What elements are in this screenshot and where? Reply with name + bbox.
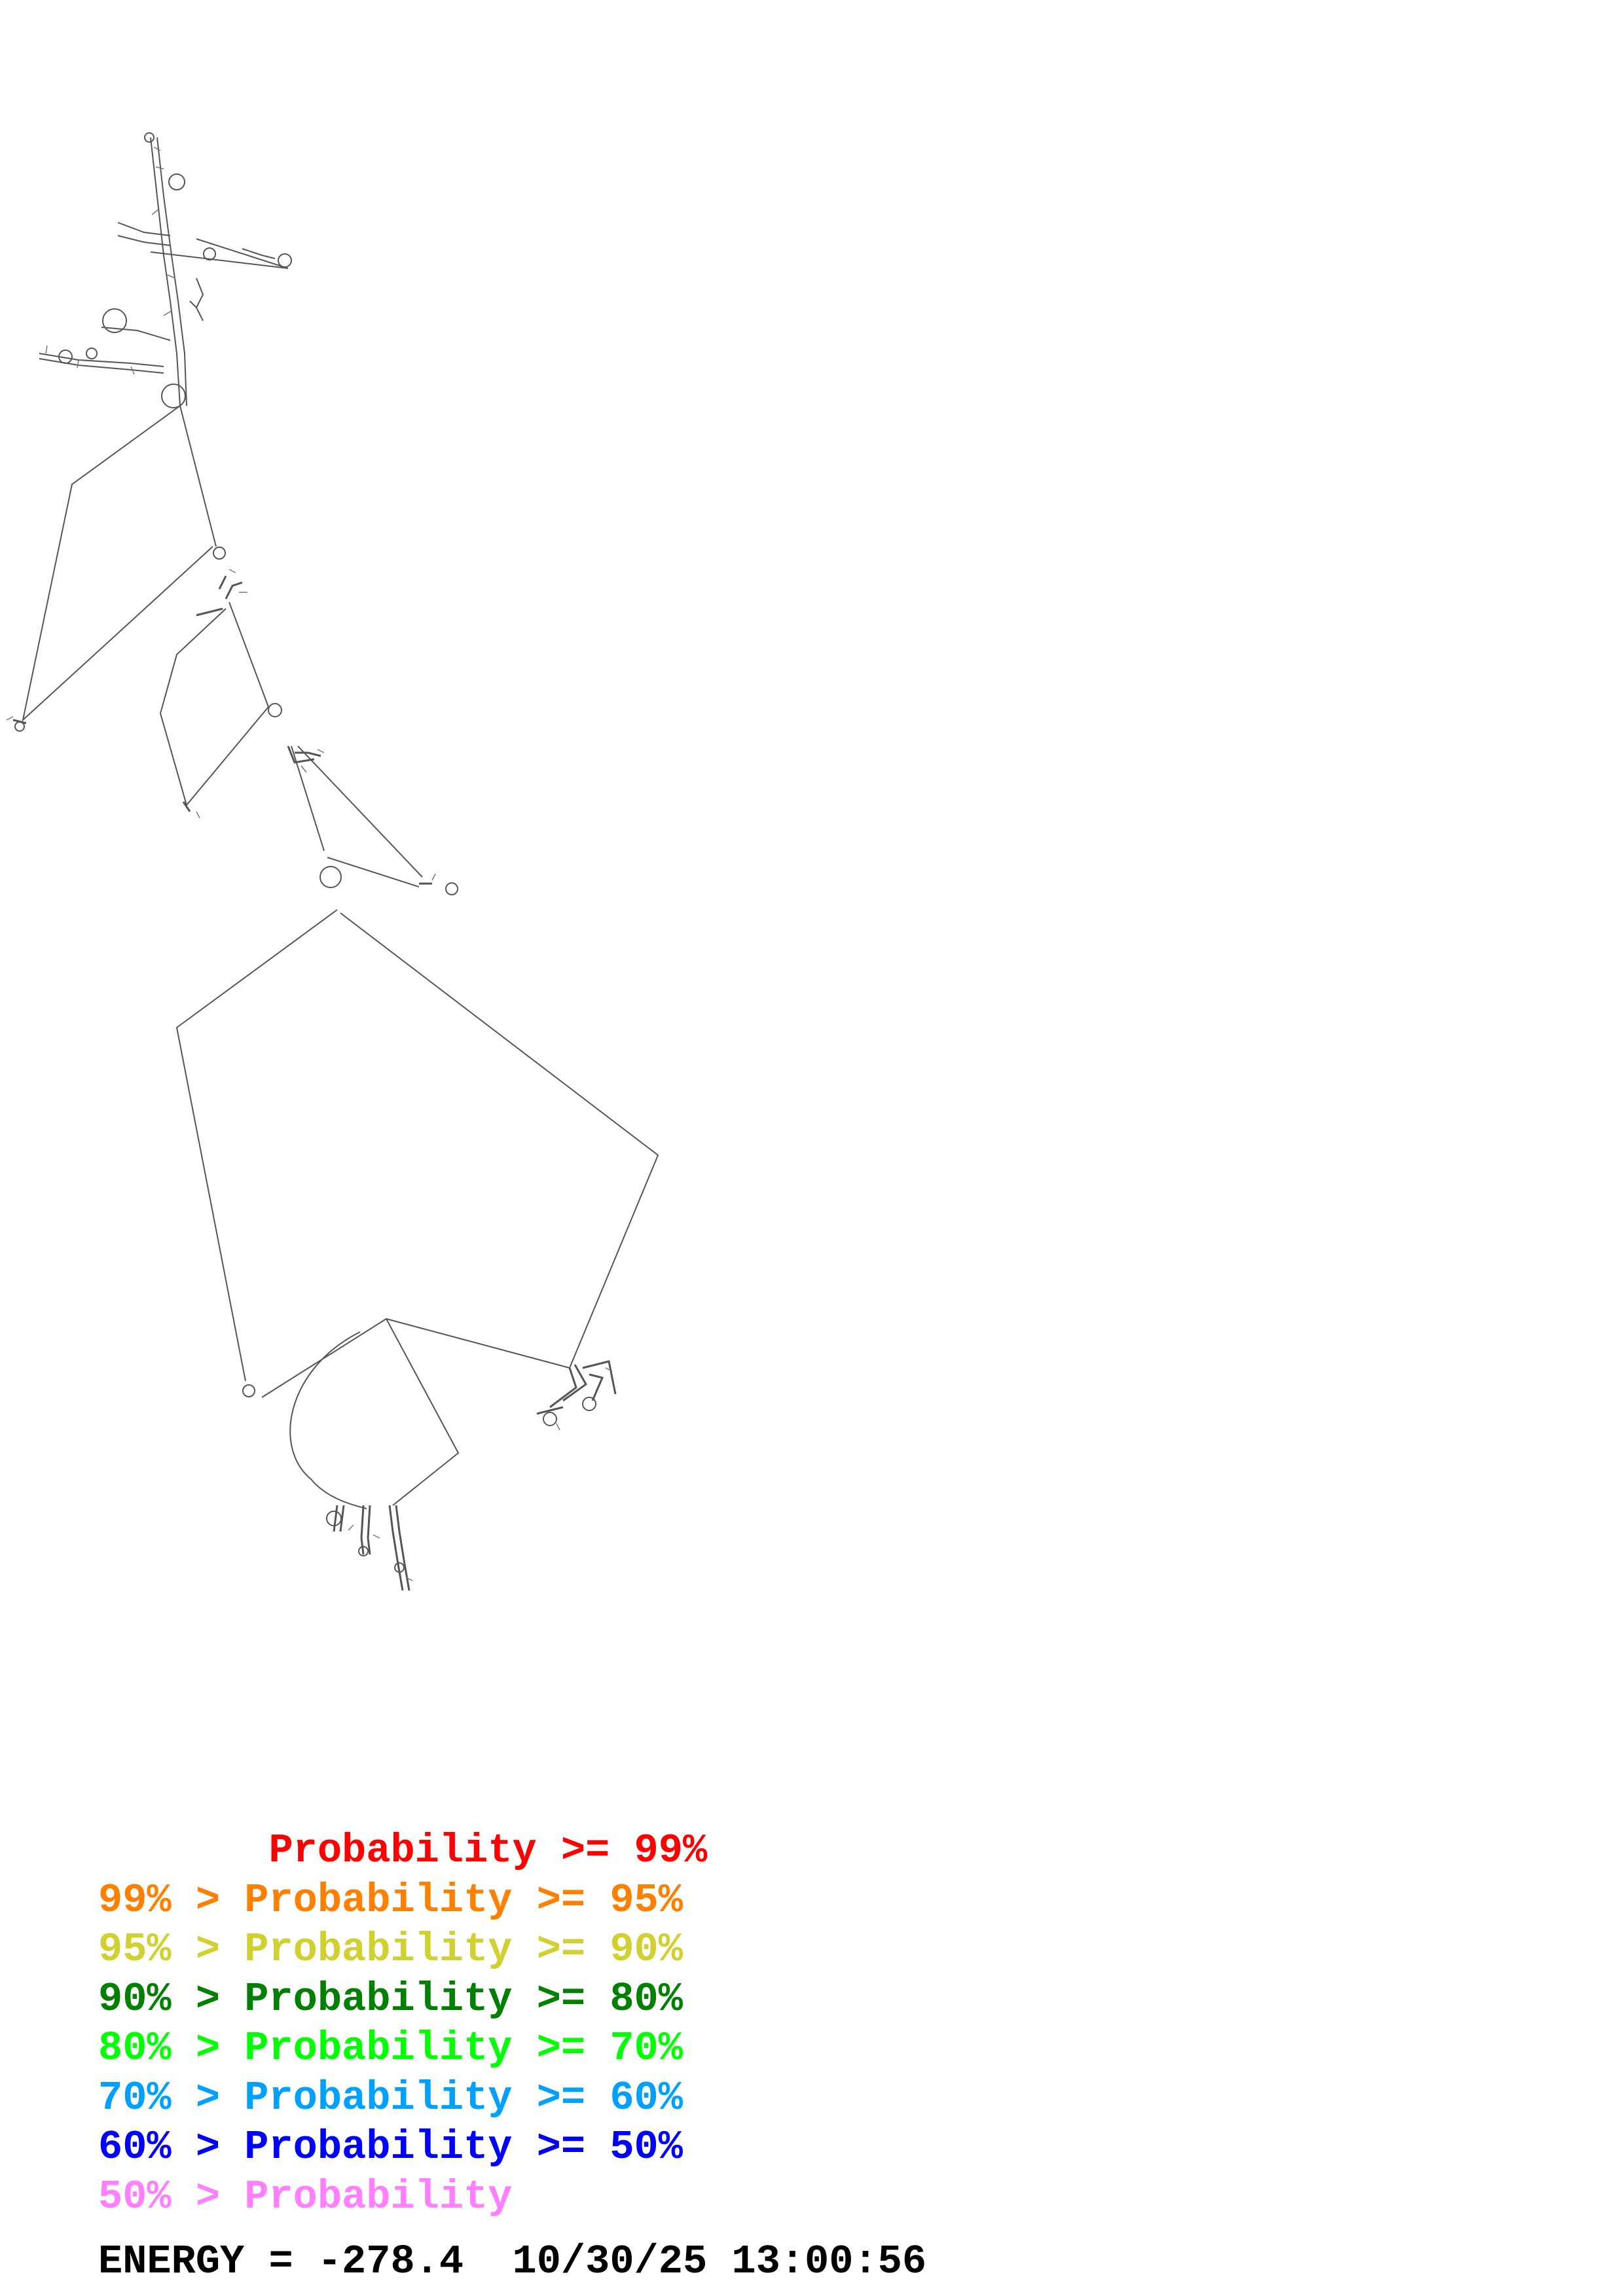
nucleotide-tick (556, 1423, 560, 1431)
legend-entry-70: 80% > Probability >= 70% (98, 2025, 683, 2072)
backbone-segment (39, 353, 164, 367)
legend-entry-below-50: 50% > Probability (98, 2173, 513, 2220)
multi-loop (319, 866, 342, 888)
nucleotide-tick (431, 873, 436, 881)
helix-stem (536, 1406, 564, 1415)
helix-stem (562, 1364, 587, 1402)
backbone-segment (22, 405, 213, 722)
backbone-segment (327, 857, 420, 888)
backbone-segment (179, 405, 217, 547)
hairpin-loop (268, 703, 282, 717)
hairpin-loop (242, 1384, 255, 1397)
legend-entry-99: Probability >= 99% (98, 1827, 708, 1874)
backbone-segment (196, 278, 204, 308)
backbone-segment (150, 238, 289, 269)
nucleotide-tick (605, 1367, 613, 1372)
helix-stem (196, 607, 223, 617)
nucleotide-tick (6, 716, 14, 721)
backbone-segment (289, 1331, 367, 1509)
hairpin-loop (102, 308, 127, 333)
nucleotide-tick (45, 345, 48, 354)
backbone-segment (189, 300, 204, 321)
hairpin-loop (278, 253, 292, 268)
helix-stem (295, 751, 321, 757)
helix-stem (367, 1505, 371, 1555)
backbone-segment (101, 327, 171, 341)
hairpin-loop (582, 1397, 596, 1411)
multi-loop (161, 384, 186, 408)
helix-stem (218, 575, 227, 590)
nucleotide-tick (151, 209, 159, 215)
energy-footer: ENERGY = -278.4 10/30/25 13:00:56 (98, 2238, 926, 2285)
nucleotide-tick (373, 1534, 380, 1539)
nucleotide-tick (163, 310, 172, 316)
backbone-segment (117, 222, 171, 236)
helix-stem (582, 1360, 617, 1395)
helix-stem (360, 1505, 365, 1555)
backbone-segment (261, 1318, 570, 1398)
hairpin-loop (58, 350, 73, 364)
legend-entry-60: 70% > Probability >= 60% (98, 2074, 683, 2121)
backbone-segment (159, 608, 269, 807)
nucleotide-tick (348, 1524, 354, 1531)
nucleotide-tick (166, 274, 176, 279)
helix-stem (182, 801, 191, 812)
helix-stem (225, 581, 243, 600)
nucleotide-tick (155, 166, 164, 170)
backbone-lines (22, 137, 659, 1509)
nucleotide-tick (196, 811, 200, 819)
nucleotide-tick (228, 569, 236, 573)
helix-stem (12, 719, 27, 725)
hairpin-loop (144, 132, 155, 143)
helix-stem (333, 1505, 338, 1532)
hairpin-loop (213, 547, 226, 560)
helix-stems (12, 575, 617, 1591)
loops (14, 132, 596, 1573)
hairpin-loop (86, 348, 98, 359)
nucleotide-tick (153, 147, 161, 151)
probability-legend: Probability >= 99% 99% > Probability >= … (98, 1826, 1080, 2221)
helix-stem (549, 1367, 577, 1408)
hairpin-loop (543, 1412, 557, 1426)
hairpin-loop (168, 173, 185, 190)
helix-stem (287, 745, 315, 764)
backbone-segment (175, 909, 338, 1382)
backbone-segment (150, 137, 181, 406)
helix-stem (388, 1505, 404, 1591)
backbone-segment (291, 745, 325, 852)
energy-value: ENERGY = -278.4 (98, 2238, 464, 2285)
helix-stem (589, 1373, 604, 1401)
backbone-segment (297, 745, 423, 878)
nucleotide-tick (405, 1577, 413, 1581)
nucleotide-tick (301, 765, 307, 773)
nucleotide-tick (317, 749, 325, 753)
legend-entry-95: 99% > Probability >= 95% (98, 1876, 683, 1924)
helix-stem (339, 1505, 345, 1532)
nucleotide-tick (77, 359, 79, 368)
backbone-segment (228, 601, 269, 708)
backbone-segment (340, 912, 659, 1369)
backbone-segment (117, 235, 171, 246)
backbone-segment (156, 137, 187, 406)
backbone-segment (242, 248, 276, 259)
legend-entry-80: 90% > Probability >= 80% (98, 1975, 683, 2022)
legend-entry-90: 95% > Probability >= 90% (98, 1926, 683, 1973)
hairpin-loop (326, 1511, 342, 1526)
legend-entry-50: 60% > Probability >= 50% (98, 2124, 683, 2170)
timestamp: 10/30/25 13:00:56 (512, 2238, 927, 2285)
hairpin-loop (445, 882, 458, 895)
hairpin-loop (203, 247, 216, 260)
rna-structure-diagram (6, 132, 659, 1591)
backbone-segment (39, 358, 164, 374)
tick-marks (6, 147, 613, 1581)
nucleotide-tick (130, 366, 135, 375)
backbone-segment (386, 1318, 460, 1506)
